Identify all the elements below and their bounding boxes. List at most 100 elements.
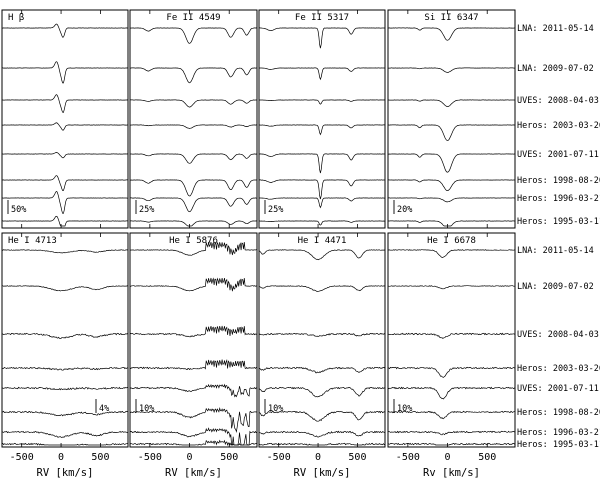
panel-title: He I 4713 xyxy=(8,236,57,246)
panel-frame-top_row-3 xyxy=(387,9,516,229)
spectrum-line-bottom_row-2-4 xyxy=(258,386,386,398)
spectrum-line-bottom_row-3-3 xyxy=(387,366,516,378)
panel-title: Fe II 5317 xyxy=(295,13,349,23)
panel-title: He I 6678 xyxy=(427,236,476,246)
spectrum-line-bottom_row-1-4 xyxy=(129,383,258,398)
spectrum-line-top_row-3-1 xyxy=(388,67,515,73)
x-tick-label: 0 xyxy=(315,452,321,463)
spectrum-line-bottom_row-0-0 xyxy=(1,249,129,254)
panel-frame-top_row-2 xyxy=(258,9,386,229)
observation-date-label: UVES: 2001-07-11 xyxy=(517,150,599,160)
spectrum-line-top_row-1-4 xyxy=(129,153,258,164)
spectrum-line-top_row-2-3 xyxy=(259,124,386,136)
x-tick-label: -500 xyxy=(267,452,291,463)
observation-date-label: LNA: 2011-05-14 xyxy=(517,24,594,34)
panel-title: He I 4471 xyxy=(298,236,347,246)
spectrum-line-top_row-3-5 xyxy=(388,179,516,191)
x-axis-label: RV [km/s] xyxy=(165,467,222,479)
spectrum-line-bottom_row-0-5 xyxy=(1,410,128,417)
x-axis-label: RV [km/s] xyxy=(37,467,94,479)
spectrum-line-top_row-3-0 xyxy=(387,27,515,41)
scale-label: 4% xyxy=(99,404,109,414)
spectrum-line-top_row-0-2 xyxy=(2,94,129,113)
spectrum-line-top_row-0-0 xyxy=(1,23,129,38)
spectrum-line-bottom_row-3-6 xyxy=(387,430,516,436)
spectrum-line-bottom_row-0-6 xyxy=(2,430,129,438)
spectrum-line-bottom_row-3-4 xyxy=(387,386,516,400)
scale-label: 20% xyxy=(397,205,412,215)
spectrum-line-top_row-3-3 xyxy=(388,124,516,141)
spectrum-line-top_row-1-2 xyxy=(129,99,257,108)
scale-label: 10% xyxy=(139,404,154,414)
spectrum-line-bottom_row-3-2 xyxy=(387,332,516,339)
observation-date-label: LNA: 2009-07-02 xyxy=(517,282,594,292)
x-tick-label: -500 xyxy=(396,452,420,463)
spectrum-line-bottom_row-2-5 xyxy=(258,410,386,422)
scale-label: 25% xyxy=(139,205,154,215)
observation-date-label: UVES: 2001-07-11 xyxy=(517,384,599,394)
spectrum-line-bottom_row-2-7 xyxy=(258,442,386,446)
spectrum-line-top_row-0-5 xyxy=(2,175,128,191)
spectrum-line-top_row-3-7 xyxy=(387,220,516,227)
spectrum-line-top_row-3-6 xyxy=(387,197,516,203)
spectrum-line-top_row-2-4 xyxy=(259,153,386,174)
spectrum-line-top_row-0-4 xyxy=(2,152,129,159)
spectrum-line-bottom_row-0-7 xyxy=(1,442,129,446)
panel-frame-top_row-0 xyxy=(1,9,129,229)
scale-label: 10% xyxy=(268,404,283,414)
observation-date-label: Heros: 2003-03-26 xyxy=(517,121,600,131)
observation-date-label: Heros: 1995-03-11 xyxy=(517,217,600,227)
panel-title: Fe II 4549 xyxy=(166,13,220,23)
spectrum-line-top_row-0-7 xyxy=(2,215,128,227)
spectrum-line-bottom_row-2-3 xyxy=(258,366,386,374)
spectrum-line-bottom_row-2-1 xyxy=(259,285,386,292)
observation-date-label: Heros: 1998-08-20 xyxy=(517,408,600,418)
spectrum-line-top_row-0-3 xyxy=(2,122,129,131)
x-tick-label: 0 xyxy=(187,452,193,463)
spectrum-line-top_row-0-6 xyxy=(2,190,128,214)
panel-frame-top_row-1 xyxy=(129,9,258,229)
spectrum-line-top_row-2-7 xyxy=(259,220,386,226)
spectrum-line-top_row-2-5 xyxy=(258,179,386,200)
spectrum-line-bottom_row-2-2 xyxy=(258,332,386,337)
x-axis-label: Rv [km/s] xyxy=(423,467,480,479)
x-tick-label: -500 xyxy=(138,452,162,463)
spectrum-line-bottom_row-1-6 xyxy=(129,427,258,446)
spectrum-line-top_row-2-6 xyxy=(259,197,386,209)
spectrum-line-bottom_row-3-7 xyxy=(387,442,516,446)
spectrum-line-bottom_row-3-5 xyxy=(387,410,516,420)
panel-title: Si II 6347 xyxy=(424,13,478,23)
spectrum-line-top_row-2-2 xyxy=(258,99,386,105)
spectrum-line-top_row-1-3 xyxy=(129,124,258,129)
x-tick-label: 500 xyxy=(220,452,238,463)
spectrum-line-bottom_row-1-0 xyxy=(129,241,258,256)
observation-date-label: LNA: 2009-07-02 xyxy=(517,64,594,74)
spectrum-line-bottom_row-1-7 xyxy=(129,439,258,446)
x-tick-label: -500 xyxy=(10,452,34,463)
spectrum-line-bottom_row-3-0 xyxy=(387,249,516,258)
x-tick-label: 0 xyxy=(58,452,64,463)
spectrum-line-bottom_row-0-2 xyxy=(2,332,129,339)
observation-date-label: UVES: 2008-04-03 xyxy=(517,96,599,106)
observation-date-label: Heros: 1996-03-21 xyxy=(517,428,600,438)
spectrum-line-bottom_row-1-2 xyxy=(129,325,258,338)
spectrum-line-bottom_row-1-3 xyxy=(129,359,258,371)
spectrum-line-bottom_row-1-1 xyxy=(129,277,258,292)
spectrum-line-top_row-1-1 xyxy=(129,67,257,84)
spectrum-line-bottom_row-0-4 xyxy=(1,386,129,391)
observation-date-label: Heros: 2003-03-26 xyxy=(517,364,600,374)
spectrum-line-top_row-0-1 xyxy=(2,61,129,84)
x-tick-label: 500 xyxy=(91,452,109,463)
spectrum-line-top_row-1-6 xyxy=(129,197,257,213)
spectrum-line-top_row-1-0 xyxy=(129,27,258,44)
observation-date-label: Heros: 1995-03-11 xyxy=(517,440,600,450)
x-tick-label: 500 xyxy=(348,452,366,463)
spectrum-line-top_row-2-0 xyxy=(259,27,386,49)
panel-frame-bottom_row-1 xyxy=(129,232,258,448)
spectrum-line-bottom_row-2-6 xyxy=(258,430,386,438)
spectrum-line-bottom_row-2-0 xyxy=(258,249,386,261)
spectrum-line-top_row-1-7 xyxy=(129,220,258,227)
spectrum-line-bottom_row-0-3 xyxy=(1,366,129,371)
